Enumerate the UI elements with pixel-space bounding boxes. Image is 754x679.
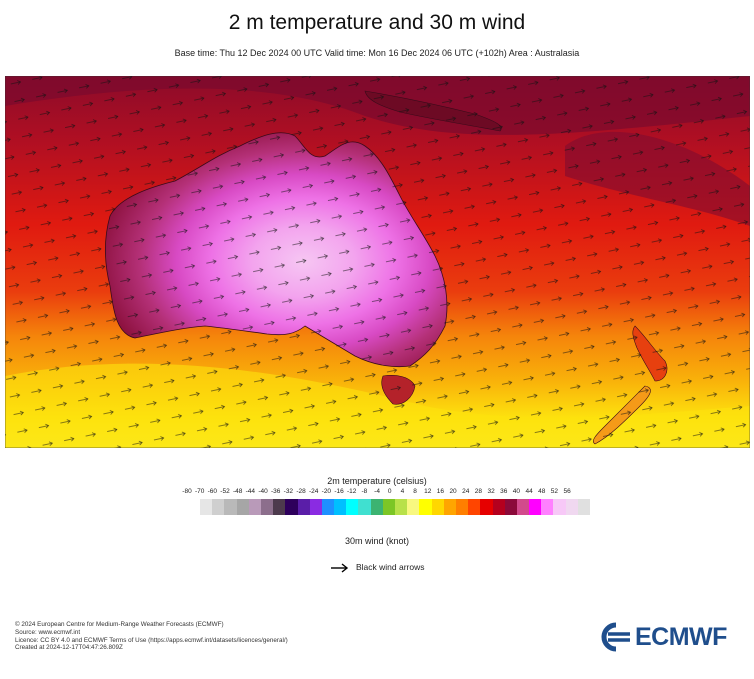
legend-tick-label: -4 [374,488,380,495]
color-swatch [565,499,578,515]
legend-tick-label: -70 [194,488,205,495]
legend-tick-label: -80 [182,488,192,495]
licence-line: Licence: CC BY 4.0 and ECMWF Terms of Us… [15,636,288,644]
legend-tick-label: -32 [283,488,294,495]
color-swatch [200,499,213,515]
chart-title: 2 m temperature and 30 m wind [228,11,526,34]
source-line: Source: www.ecmwf.int [15,628,81,636]
color-swatch [529,499,542,515]
ecmwf-logo-text: ECMWF [635,623,727,651]
temperature-legend-title: 2m temperature (celsius) [327,476,427,486]
color-swatch [260,499,274,515]
temperature-legend-ticks: -80 -70 -60 -52 -48 -44 -40 -36 -32 -28 -24 -20 -16-… [0,488,754,498]
legend-tick-label: 40 [512,488,521,495]
color-swatch [431,499,444,515]
color-swatch [492,499,505,515]
color-swatch [504,499,517,515]
legend-tick-label: 20 [449,488,457,495]
legend-tick-label: 56 [563,488,571,495]
color-swatch [212,499,225,515]
color-swatch [309,499,322,515]
legend-tick-label: -36 [270,488,281,495]
temperature-wind-map [5,76,750,448]
legend-tick-label: -16 [334,488,344,495]
color-swatch [480,499,493,515]
color-swatch [382,499,395,515]
legend-tick-label: 36 [500,488,508,495]
footer-credits: © 2024 European Centre for Medium-Range … [15,621,288,652]
color-swatch [419,499,432,515]
legend-tick-label: 28 [474,488,483,495]
legend-tick-label: 4 [400,488,405,495]
legend-tick-label: -28 [296,488,306,495]
legend-tick-label: -12 [347,488,357,495]
color-swatch [541,499,554,515]
legend-tick-label: -24 [308,488,319,495]
color-swatch [321,499,335,515]
legend-tick-label: -52 [220,488,230,495]
legend-tick-label: 52 [550,488,559,495]
legend-tick-label: -8 [361,488,368,495]
color-swatch [346,499,359,515]
color-swatch [516,499,530,515]
color-swatch [297,499,310,515]
legend-tick-label: 0 [387,488,392,495]
color-swatch [370,499,383,515]
legend-tick-label: 44 [525,488,533,495]
color-swatch [358,499,371,515]
color-swatch [334,499,347,515]
wind-arrows-field [5,76,750,448]
temperature-color-scale [200,499,590,515]
black-arrow-icon [331,563,349,573]
legend-tick-label: -48 [232,488,243,495]
wind-legend-title: 30m wind (knot) [344,536,410,546]
map-canvas [5,76,750,448]
color-swatch [553,499,566,515]
color-swatch [455,499,469,515]
legend-tick-label: 24 [462,488,470,495]
color-swatch [285,499,298,515]
color-swatch [577,499,590,515]
color-swatch [248,499,261,515]
color-swatch [273,499,286,515]
legend-tick-label: 8 [413,488,417,495]
color-swatch [468,499,481,515]
color-swatch [224,499,237,515]
legend-tick-label: 48 [538,488,546,495]
legend-tick-label: 32 [487,488,495,495]
legend-tick-label: -44 [245,488,256,495]
legend-tick-label: 12 [424,488,432,495]
color-swatch [407,499,420,515]
legend-tick-label: -20 [321,488,332,495]
copyright-line: © 2024 European Centre for Medium-Range … [15,621,224,628]
color-swatch [236,499,249,515]
color-swatch [443,499,456,515]
ecmwf-logo: ECMWF [598,622,743,652]
legend-tick-label: 16 [436,488,445,495]
legend-tick-label: -40 [258,488,268,495]
color-swatch [395,499,408,515]
legend-tick-label: -60 [207,488,218,495]
created-line: Created at 2024-12-17T04:47:26.809Z [15,644,123,652]
chart-subtitle: Base time: Thu 12 Dec 2024 00 UTC Valid … [174,48,580,58]
ecmwf-logo-mark-icon [601,622,630,652]
wind-arrow-label: Black wind arrows [356,562,425,572]
